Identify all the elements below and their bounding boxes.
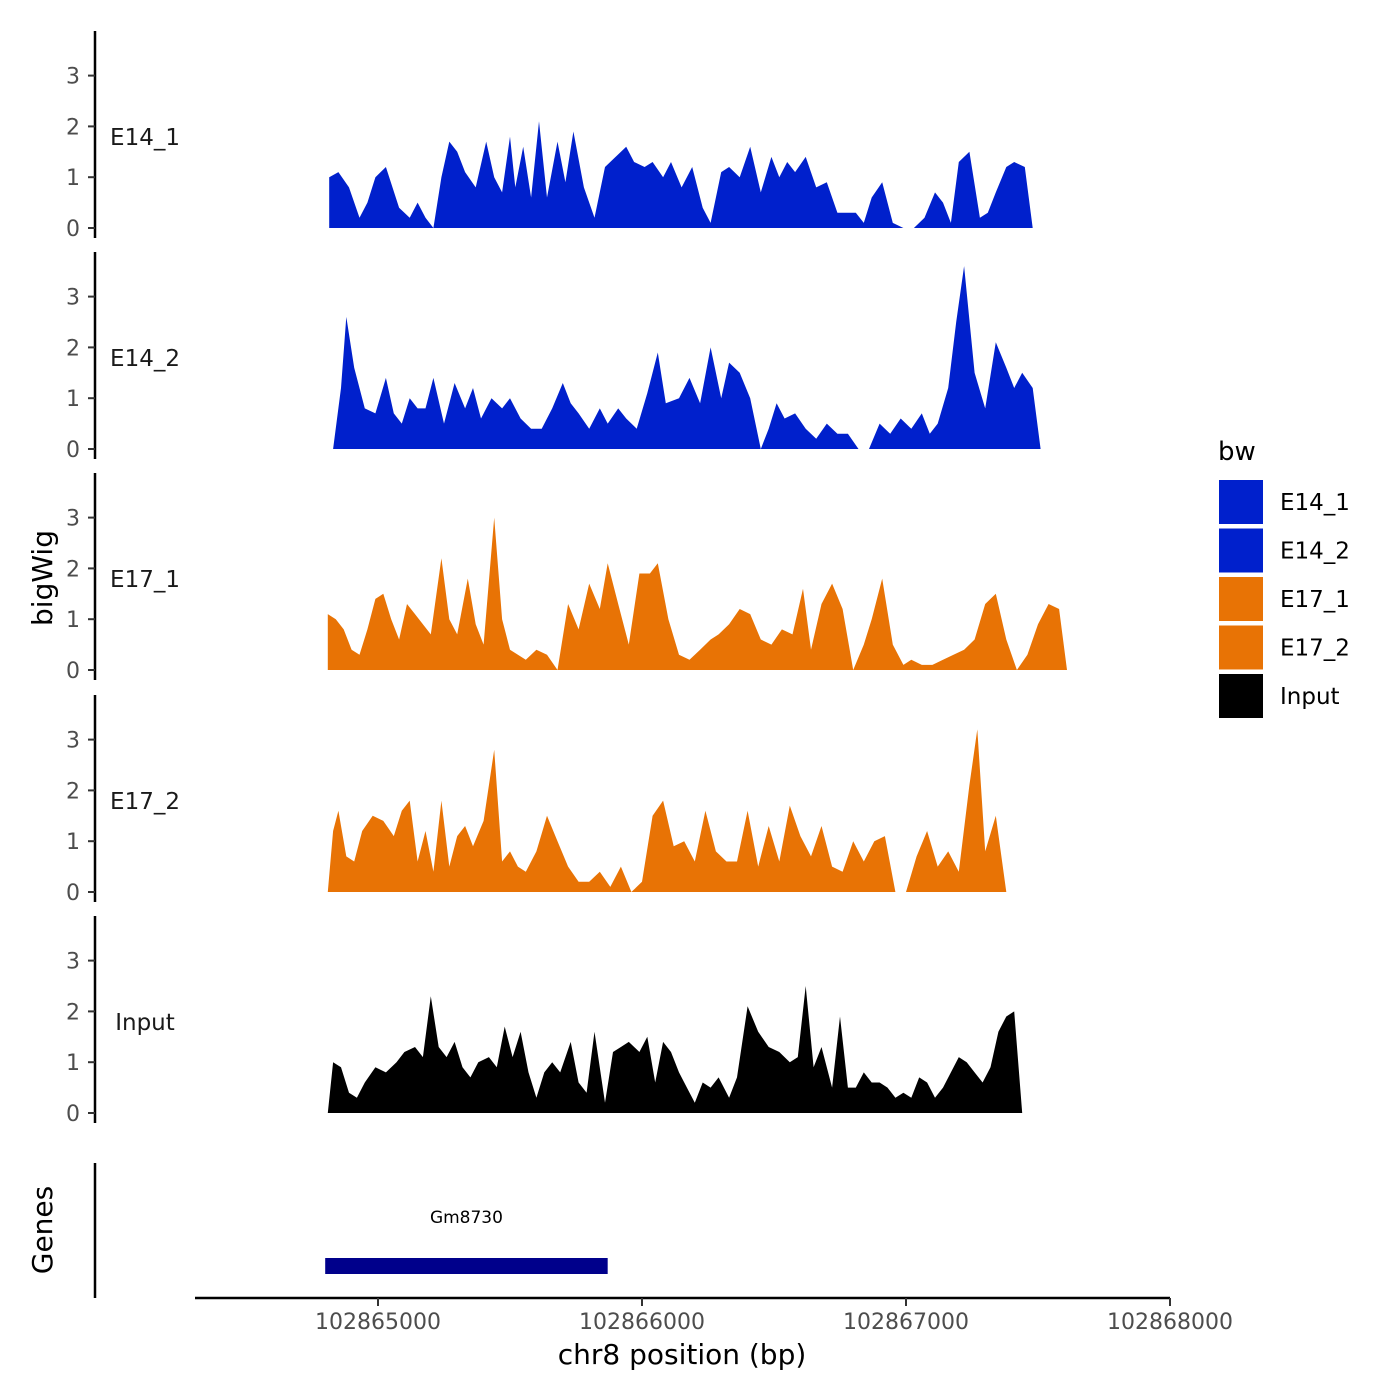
legend-label: E14_2 <box>1280 539 1350 565</box>
track-E17_1: 0 1 2 3 E17_1 <box>66 473 1124 684</box>
legend-title: bw <box>1218 437 1256 467</box>
track-E14_1: 0 1 2 3 E14_1 <box>66 31 1124 242</box>
y-tick-label: 2 <box>66 779 80 804</box>
gene-label: Gm8730 <box>430 1208 503 1228</box>
track-E17_2: 0 1 2 3 E17_2 <box>66 695 1124 906</box>
y-tick-label: 0 <box>66 659 80 684</box>
track-label: Input <box>115 1010 175 1036</box>
legend-swatch <box>1219 577 1263 621</box>
legend-swatch <box>1219 528 1263 573</box>
track-E14_2: 0 1 2 3 E14_2 <box>66 252 1124 463</box>
signal-area-E14_2 <box>333 266 1124 449</box>
legend-label: E14_1 <box>1280 490 1350 516</box>
y-tick-label: 1 <box>66 1051 80 1076</box>
y-tick-label: 1 <box>66 166 80 191</box>
bigwig-tracks: 0 1 2 3 E14_1 0 1 2 3 E14_2 0 1 2 3 E17_1 0 1 2 3 E17_2 0 1 2 3… <box>66 31 1126 1127</box>
legend-label: Input <box>1280 684 1340 710</box>
y-tick-label: 0 <box>66 1102 80 1127</box>
y-tick-label: 2 <box>66 115 80 140</box>
genes-panel-label: Genes <box>26 1186 59 1274</box>
x-tick-label: 102867000 <box>843 1310 969 1335</box>
track-label: E17_2 <box>110 789 180 815</box>
x-tick-label: 102868000 <box>1107 1310 1233 1335</box>
y-tick-label: 1 <box>66 387 80 412</box>
y-tick-label: 2 <box>66 557 80 582</box>
y-tick-label: 3 <box>66 507 80 532</box>
gene-marks: Gm8730 <box>325 1208 608 1274</box>
y-tick-label: 0 <box>66 881 80 906</box>
y-tick-label: 0 <box>66 438 80 463</box>
signal-area-E17_2 <box>327 729 1124 892</box>
x-tick-label: 102865000 <box>315 1310 441 1335</box>
y-tick-label: 1 <box>66 608 80 633</box>
legend-label: E17_2 <box>1280 636 1350 662</box>
y-tick-label: 0 <box>66 217 80 242</box>
x-tick-label: 102866000 <box>579 1310 705 1335</box>
y-tick-label: 3 <box>66 65 80 90</box>
track-label: E14_2 <box>110 346 180 372</box>
track-label: E17_1 <box>110 567 180 593</box>
y-tick-label: 3 <box>66 729 80 754</box>
gene-bar <box>325 1258 608 1274</box>
genes-panel: Genes Gm8730 <box>26 1163 608 1298</box>
signal-area-E17_1 <box>327 517 1124 670</box>
y-tick-label: 2 <box>66 336 80 361</box>
y-tick-label: 3 <box>66 950 80 975</box>
signal-area-Input <box>327 986 1126 1113</box>
legend-swatch <box>1219 480 1263 524</box>
legend-label: E17_1 <box>1280 587 1350 613</box>
x-axis-title: chr8 position (bp) <box>558 1338 807 1371</box>
track-Input: 0 1 2 3 Input <box>66 916 1126 1127</box>
track-label: E14_1 <box>110 125 180 151</box>
signal-area-E14_1 <box>329 121 1124 228</box>
x-axis: 102865000 102866000 102867000 102868000 <box>195 1296 1233 1335</box>
legend: bw E14_1 E14_2 E17_1 E17_2 Input <box>1218 437 1350 718</box>
y-tick-label: 3 <box>66 286 80 311</box>
y-tick-label: 1 <box>66 830 80 855</box>
y-axis-title: bigWig <box>26 530 59 626</box>
legend-swatch <box>1219 674 1263 718</box>
y-tick-label: 2 <box>66 1000 80 1025</box>
legend-swatch <box>1219 625 1263 670</box>
